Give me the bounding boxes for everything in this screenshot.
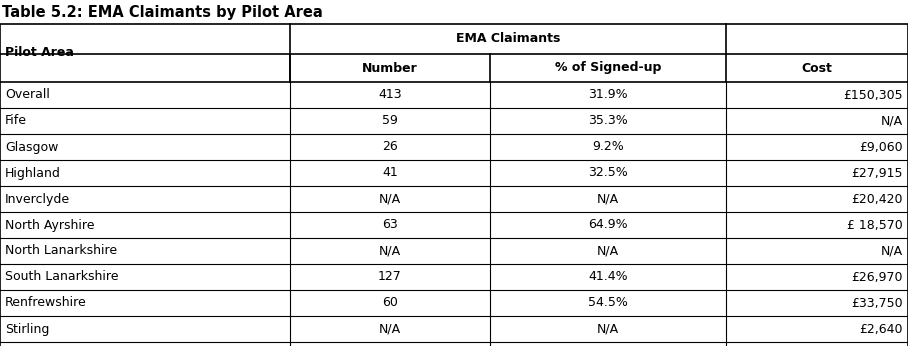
Text: £150,305: £150,305: [844, 89, 903, 101]
Text: 63: 63: [382, 219, 398, 231]
Text: 32.5%: 32.5%: [588, 166, 627, 180]
Text: Inverclyde: Inverclyde: [5, 192, 70, 206]
Text: 31.9%: 31.9%: [588, 89, 627, 101]
Text: EMA Claimants: EMA Claimants: [456, 33, 560, 46]
Text: 413: 413: [379, 89, 402, 101]
Text: N/A: N/A: [379, 245, 401, 257]
Text: 41: 41: [382, 166, 398, 180]
Text: £2,640: £2,640: [860, 322, 903, 336]
Text: N/A: N/A: [597, 192, 619, 206]
Text: £33,750: £33,750: [852, 297, 903, 310]
Text: 127: 127: [378, 271, 402, 283]
Text: N/A: N/A: [597, 245, 619, 257]
Text: 35.3%: 35.3%: [588, 115, 627, 127]
Text: Highland: Highland: [5, 166, 61, 180]
Text: North Ayrshire: North Ayrshire: [5, 219, 94, 231]
Text: Overall: Overall: [5, 89, 50, 101]
Text: Glasgow: Glasgow: [5, 140, 58, 154]
Text: £26,970: £26,970: [852, 271, 903, 283]
Text: 64.9%: 64.9%: [588, 219, 627, 231]
Text: 26: 26: [382, 140, 398, 154]
Text: Table 5.2: EMA Claimants by Pilot Area: Table 5.2: EMA Claimants by Pilot Area: [2, 6, 322, 20]
Text: Cost: Cost: [802, 62, 833, 74]
Text: 9.2%: 9.2%: [592, 140, 624, 154]
Text: Number: Number: [362, 62, 418, 74]
Text: % of Signed-up: % of Signed-up: [555, 62, 661, 74]
Text: N/A: N/A: [881, 245, 903, 257]
Text: £ 18,570: £ 18,570: [847, 219, 903, 231]
Text: North Lanarkshire: North Lanarkshire: [5, 245, 117, 257]
Text: 59: 59: [382, 115, 398, 127]
Text: Renfrewshire: Renfrewshire: [5, 297, 87, 310]
Text: N/A: N/A: [881, 115, 903, 127]
Text: Stirling: Stirling: [5, 322, 49, 336]
Text: £27,915: £27,915: [852, 166, 903, 180]
Text: South Lanarkshire: South Lanarkshire: [5, 271, 119, 283]
Text: £9,060: £9,060: [859, 140, 903, 154]
Text: Fife: Fife: [5, 115, 27, 127]
Text: 60: 60: [382, 297, 398, 310]
Text: N/A: N/A: [379, 322, 401, 336]
Text: £20,420: £20,420: [852, 192, 903, 206]
Text: Pilot Area: Pilot Area: [5, 46, 74, 60]
Text: 54.5%: 54.5%: [588, 297, 628, 310]
Text: N/A: N/A: [379, 192, 401, 206]
Text: 41.4%: 41.4%: [588, 271, 627, 283]
Text: N/A: N/A: [597, 322, 619, 336]
